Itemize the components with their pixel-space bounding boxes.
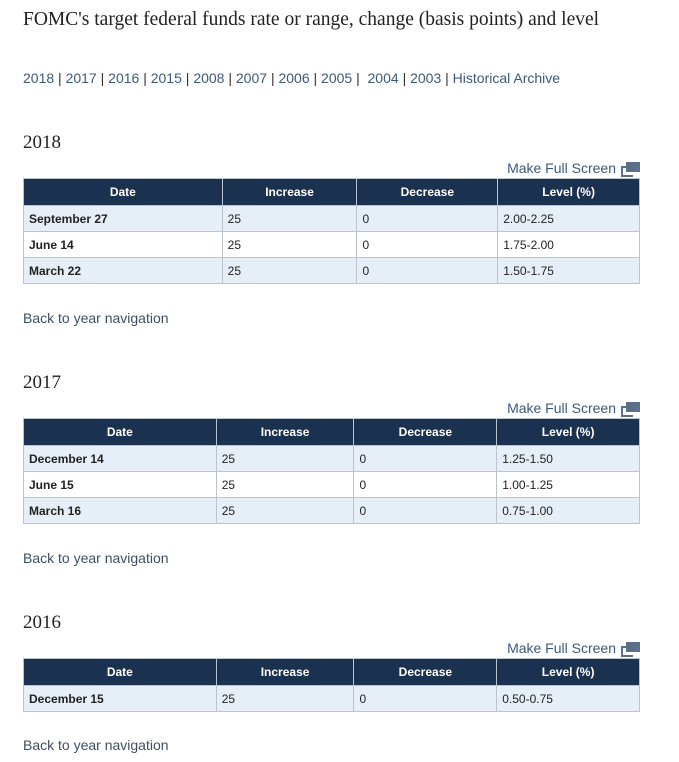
page-title: FOMC's target federal funds rate or rang…: [23, 9, 600, 30]
year-link-2007[interactable]: 2007: [235, 70, 268, 86]
rates-table: Date Increase Decrease Level (%) Decembe…: [23, 658, 640, 712]
increase-cell: 25: [215, 497, 355, 524]
table-row: December 14 25 0 1.25-1.50: [23, 445, 640, 472]
table-row: September 27 25 0 2.00-2.25: [23, 205, 640, 232]
column-header-date: Date: [23, 418, 217, 446]
full-screen-icon: [621, 641, 640, 657]
make-full-screen-button[interactable]: Make Full Screen: [507, 640, 640, 657]
rates-table: Date Increase Decrease Level (%) Decembe…: [23, 418, 640, 524]
decrease-cell: 0: [356, 231, 499, 258]
year-heading: 2017: [23, 372, 61, 393]
rates-table: Date Increase Decrease Level (%) Septemb…: [23, 178, 640, 284]
year-link-2004[interactable]: 2004: [367, 70, 399, 86]
back-to-year-navigation-link[interactable]: Back to year navigation: [23, 737, 169, 753]
year-link-2016[interactable]: 2016: [108, 70, 140, 86]
column-header-level: Level (%): [496, 418, 640, 446]
date-cell: June 15: [23, 471, 217, 498]
date-cell: March 16: [23, 497, 217, 524]
year-navigation: 2018 | 2017 | 2016 | 2015 | 2008 | 2007 …: [23, 70, 561, 86]
historical-archive-link[interactable]: Historical Archive: [452, 70, 561, 86]
year-link-2008[interactable]: 2008: [193, 70, 225, 86]
table-row: December 15 25 0 0.50-0.75: [23, 685, 640, 712]
decrease-cell: 0: [356, 205, 499, 232]
level-cell: 2.00-2.25: [497, 205, 640, 232]
make-full-screen-label: Make Full Screen: [507, 400, 616, 416]
full-screen-icon: [621, 401, 640, 417]
back-to-year-navigation-link[interactable]: Back to year navigation: [23, 310, 169, 326]
year-section-2017: 2017 Make Full Screen Date Increase Decr…: [23, 372, 640, 572]
full-screen-icon: [621, 161, 640, 177]
increase-cell: 25: [221, 205, 358, 232]
table-row: June 14 25 0 1.75-2.00: [23, 231, 640, 258]
year-link-2015[interactable]: 2015: [150, 70, 182, 86]
column-header-date: Date: [23, 658, 217, 686]
make-full-screen-label: Make Full Screen: [507, 160, 616, 176]
column-header-date: Date: [23, 178, 223, 206]
year-heading: 2016: [23, 612, 61, 633]
decrease-cell: 0: [353, 445, 498, 472]
column-header-increase: Increase: [221, 178, 358, 206]
increase-cell: 25: [221, 231, 358, 258]
year-link-2018[interactable]: 2018: [23, 70, 55, 86]
back-to-year-navigation-link[interactable]: Back to year navigation: [23, 550, 169, 566]
make-full-screen-label: Make Full Screen: [507, 640, 616, 656]
increase-cell: 25: [215, 471, 355, 498]
year-link-2017[interactable]: 2017: [65, 70, 97, 86]
year-link-2006[interactable]: 2006: [278, 70, 310, 86]
date-cell: December 15: [23, 685, 217, 712]
level-cell: 1.25-1.50: [496, 445, 640, 472]
column-header-increase: Increase: [215, 658, 355, 686]
date-cell: December 14: [23, 445, 217, 472]
column-header-increase: Increase: [215, 418, 355, 446]
decrease-cell: 0: [353, 497, 498, 524]
decrease-cell: 0: [353, 685, 498, 712]
date-cell: June 14: [23, 231, 223, 258]
year-section-2018: 2018 Make Full Screen Date Increase Decr…: [23, 132, 640, 332]
make-full-screen-button[interactable]: Make Full Screen: [507, 400, 640, 417]
level-cell: 1.00-1.25: [496, 471, 640, 498]
level-cell: 0.75-1.00: [496, 497, 640, 524]
year-section-2016: 2016 Make Full Screen Date Increase Decr…: [23, 612, 640, 760]
table-row: June 15 25 0 1.00-1.25: [23, 471, 640, 498]
column-header-level: Level (%): [497, 178, 640, 206]
date-cell: March 22: [23, 257, 223, 284]
column-header-decrease: Decrease: [353, 418, 498, 446]
level-cell: 1.75-2.00: [497, 231, 640, 258]
column-header-level: Level (%): [496, 658, 640, 686]
date-cell: September 27: [23, 205, 223, 232]
level-cell: 0.50-0.75: [496, 685, 640, 712]
column-header-decrease: Decrease: [356, 178, 499, 206]
make-full-screen-button[interactable]: Make Full Screen: [507, 160, 640, 177]
increase-cell: 25: [215, 685, 355, 712]
table-row: March 16 25 0 0.75-1.00: [23, 497, 640, 524]
decrease-cell: 0: [356, 257, 499, 284]
decrease-cell: 0: [353, 471, 498, 498]
level-cell: 1.50-1.75: [497, 257, 640, 284]
table-row: March 22 25 0 1.50-1.75: [23, 257, 640, 284]
increase-cell: 25: [221, 257, 358, 284]
year-link-2003[interactable]: 2003: [410, 70, 442, 86]
increase-cell: 25: [215, 445, 355, 472]
column-header-decrease: Decrease: [353, 658, 498, 686]
year-link-2005[interactable]: 2005: [321, 70, 353, 86]
year-heading: 2018: [23, 132, 61, 153]
